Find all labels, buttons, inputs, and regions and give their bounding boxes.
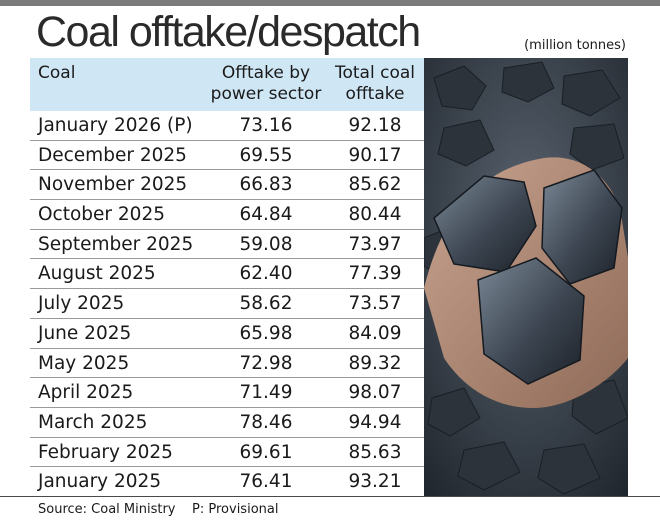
cell-month: September 2025 — [38, 233, 194, 255]
table-row: May 2025 72.98 89.32 — [30, 349, 424, 379]
coal-lump-left — [433, 175, 537, 273]
header-coal: Coal — [38, 63, 76, 83]
cell-offtake-power: 69.61 — [239, 441, 293, 463]
cell-month: August 2025 — [38, 263, 156, 285]
cell-offtake-power: 78.46 — [239, 411, 293, 433]
cell-offtake-power: 64.84 — [239, 204, 293, 226]
table-row: September 2025 59.08 73.97 — [30, 230, 424, 260]
cell-total: 73.97 — [348, 233, 402, 255]
bottom-rule — [0, 496, 660, 497]
cell-total: 80.44 — [348, 204, 402, 226]
cell-month: February 2025 — [38, 441, 173, 463]
cell-month: June 2025 — [38, 322, 132, 344]
header-total-line2: offtake — [345, 84, 405, 104]
cell-month: November 2025 — [38, 174, 188, 196]
cell-total: 90.17 — [348, 144, 402, 166]
cell-total: 85.62 — [348, 174, 402, 196]
cell-month: January 2025 — [38, 471, 162, 493]
table-row: June 2025 65.98 84.09 — [30, 319, 424, 349]
cell-total: 85.63 — [348, 441, 402, 463]
table-row: January 2026 (P) 73.16 92.18 — [30, 111, 424, 141]
cell-offtake-power: 62.40 — [239, 263, 293, 285]
cell-offtake-power: 65.98 — [239, 322, 293, 344]
header-offtake-line2: power sector — [210, 84, 322, 104]
cell-offtake-power: 59.08 — [239, 233, 293, 255]
cell-total: 93.21 — [348, 471, 402, 493]
cell-total: 98.07 — [348, 382, 402, 404]
source-text: Source: Coal Ministry — [38, 502, 176, 517]
cell-offtake-power: 72.98 — [239, 352, 293, 374]
cell-month: April 2025 — [38, 382, 134, 404]
table-row: March 2025 78.46 94.94 — [30, 408, 424, 438]
top-rule — [0, 0, 660, 6]
cell-offtake-power: 73.16 — [239, 115, 293, 136]
table-row: November 2025 66.83 85.62 — [30, 170, 424, 201]
cell-month: December 2025 — [38, 144, 187, 166]
coal-pile-lumps — [424, 61, 628, 495]
table-row: January 2025 76.41 93.21 — [30, 467, 424, 497]
table-row: December 2025 69.55 90.17 — [30, 141, 424, 171]
chart-title: Coal offtake/despatch — [36, 8, 421, 56]
cell-month: March 2025 — [38, 411, 148, 433]
cell-month: January 2026 (P) — [38, 115, 193, 136]
cell-offtake-power: 66.83 — [239, 174, 293, 196]
provisional-note: P: Provisional — [192, 502, 279, 517]
table-row: October 2025 64.84 80.44 — [30, 200, 424, 230]
table-row: April 2025 71.49 98.07 — [30, 378, 424, 408]
table-row: August 2025 62.40 77.39 — [30, 259, 424, 290]
cell-total: 77.39 — [348, 263, 402, 285]
table-header: Coal Offtake by power sector Total coal … — [30, 58, 424, 111]
cell-offtake-power: 58.62 — [239, 293, 293, 315]
cell-offtake-power: 71.49 — [239, 382, 293, 404]
coal-lump-center — [477, 257, 585, 385]
units-label: (million tonnes) — [524, 38, 626, 53]
header-total-line1: Total coal — [335, 63, 415, 83]
header-total-offtake: Total coal offtake — [330, 63, 420, 105]
cell-total: 94.94 — [348, 411, 402, 433]
cell-offtake-power: 69.55 — [239, 144, 293, 166]
cell-month: July 2025 — [38, 293, 125, 315]
cell-total: 89.32 — [348, 352, 402, 374]
header-offtake-power: Offtake by power sector — [210, 63, 322, 105]
cell-total: 73.57 — [348, 293, 402, 315]
cell-total: 84.09 — [348, 322, 402, 344]
data-table: Coal Offtake by power sector Total coal … — [30, 58, 424, 497]
table-row: February 2025 69.61 85.63 — [30, 438, 424, 468]
cell-total: 92.18 — [348, 115, 402, 136]
coal-lump-right — [541, 169, 623, 285]
cell-month: October 2025 — [38, 204, 165, 226]
cell-month: May 2025 — [38, 352, 130, 374]
header-offtake-line1: Offtake by — [221, 63, 311, 83]
coal-photo — [424, 58, 628, 496]
cell-offtake-power: 76.41 — [239, 471, 293, 493]
coal-in-hand-illustration — [424, 58, 628, 496]
table-row: July 2025 58.62 73.57 — [30, 289, 424, 319]
source-note: Source: Coal Ministry P: Provisional — [38, 502, 278, 517]
